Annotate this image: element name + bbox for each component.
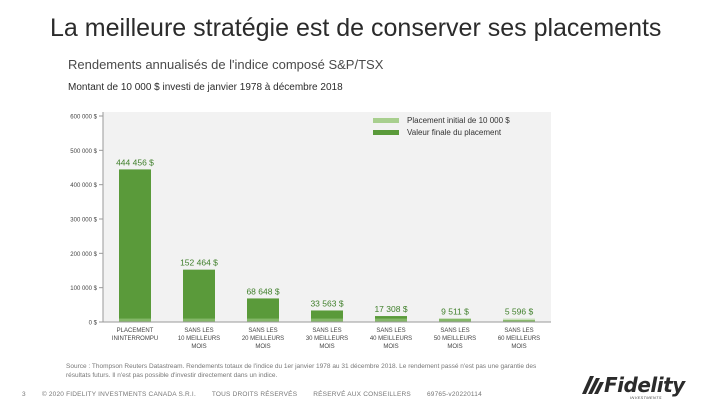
bar-final-value [183,269,215,322]
y-tick-label: 300 000 $ [70,218,97,224]
bars-group [119,169,535,322]
x-tick-label: SANS LES 60 MEILLEURS MOIS [498,328,540,350]
logo-wordmark: Fidelity [604,373,685,397]
plot-area [103,112,551,322]
legend-label: Placement initial de 10 000 $ [407,116,510,125]
bar-initial-investment [119,318,151,322]
footer: 3 © 2020 FIDELITY INVESTMENTS CANADA S.R… [22,391,496,398]
y-tick-label: 100 000 $ [70,286,97,292]
source-note: Source : Thompson Reuters Datastream. Re… [66,363,537,379]
legend-label: Valeur finale du placement [407,128,502,137]
x-tick-label: PLACEMENT ININTERROMPU [112,328,158,342]
data-label: 33 563 $ [310,298,343,308]
slide-title: La meilleure stratégie est de conserver … [50,14,662,42]
y-tick-label: 500 000 $ [70,149,97,155]
legend-swatch [373,130,399,135]
data-label: 5 596 $ [505,307,534,317]
bar-initial-investment [183,318,215,322]
y-tick-label: 400 000 $ [70,183,97,189]
x-tick-label: SANS LES 30 MEILLEURS MOIS [306,328,348,350]
chart-subtitle: Montant de 10 000 $ investi de janvier 1… [68,82,343,93]
bar-initial-investment [311,318,343,322]
y-tick-label: 0 $ [89,321,98,327]
bar-initial-investment [503,318,535,322]
rights-text: TOUS DROITS RÉSERVÉS [211,391,298,398]
y-tick-label: 200 000 $ [70,252,97,258]
page-number: 3 [22,391,26,398]
data-label: 444 456 $ [116,157,154,167]
x-axis: PLACEMENT ININTERROMPU SANS LES 10 MEILLEUR… [103,321,551,350]
bar-final-value [119,169,151,322]
fidelity-logo-icon [582,376,604,394]
copyright-text: © 2020 FIDELITY INVESTMENTS CANADA S.R.I… [41,391,196,398]
data-label: 68 648 $ [246,286,279,296]
bar-initial-investment [375,318,407,322]
bar-final-value [311,310,343,322]
y-tick-label: 600 000 $ [70,115,97,121]
bar-initial-investment [247,318,279,322]
data-label: 9 511 $ [441,307,469,317]
x-tick-label: SANS LES 50 MEILLEURS MOIS [434,328,476,350]
value-labels-group: 444 456 $ 152 464 $ 68 648 $ 33 563 $ 17 308… [116,157,533,316]
bar-final-value [247,298,279,322]
data-label: 152 464 $ [180,258,218,268]
data-label: 17 308 $ [374,304,407,314]
x-tick-label: SANS LES 40 MEILLEURS MOIS [370,328,412,350]
bar-initial-investment [439,318,471,322]
document-code: 69765-v20220114 [426,391,482,398]
x-tick-label: SANS LES 10 MEILLEURS MOIS [178,328,220,350]
chart-background [103,112,551,322]
x-tick-label: SANS LES 20 MEILLEURS MOIS [242,328,284,350]
chart-title: Rendements annualisés de l'indice compos… [68,57,384,72]
legend: Placement initial de 10 000 $ Valeur fina… [373,116,510,137]
logo-subtext: INVESTMENTS [630,395,662,400]
fidelity-logo: Fidelity INVESTMENTS [578,372,696,402]
advisors-text: RÉSERVÉ AUX CONSEILLERS [313,391,411,398]
y-axis: 0 $ 100 000 $ 200 000 $ 300 000 $ 400 000 $ 5… [70,112,104,327]
legend-swatch [373,118,399,123]
